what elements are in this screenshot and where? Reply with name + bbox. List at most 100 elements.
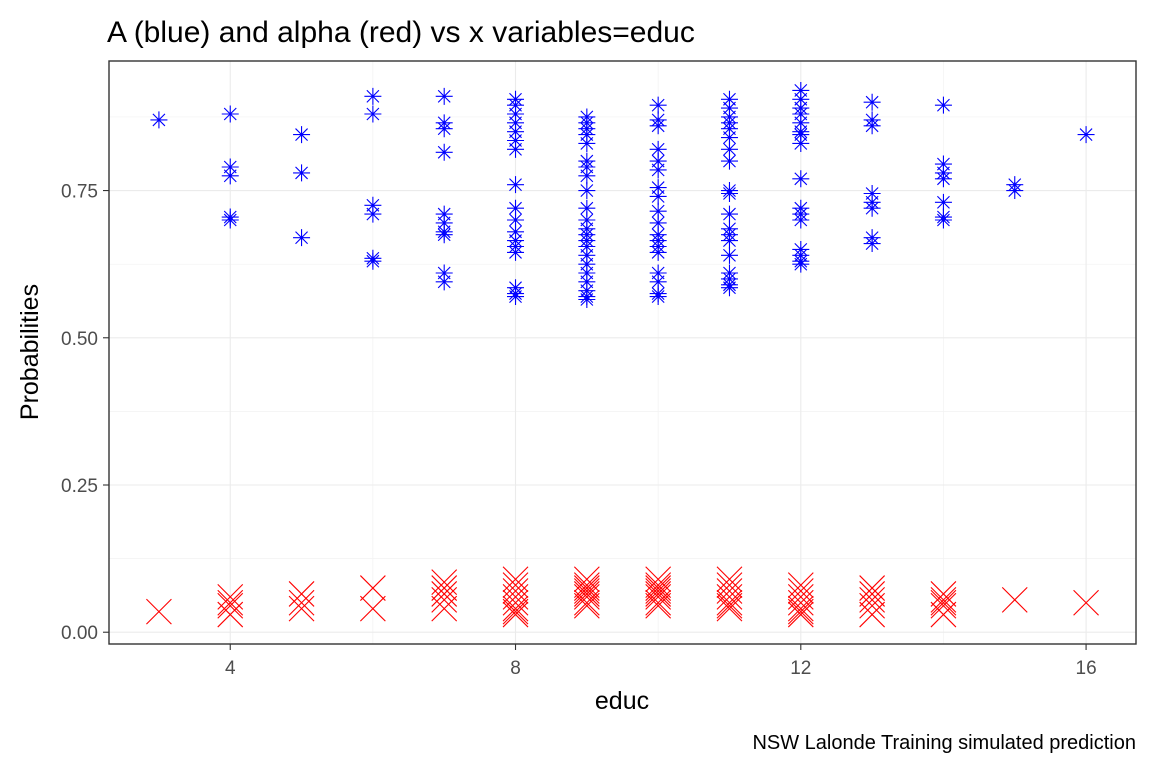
data-point (573, 578, 600, 604)
data-point (578, 291, 596, 308)
data-point (364, 205, 382, 223)
data-point (930, 589, 957, 616)
data-point (359, 595, 386, 622)
data-point (859, 586, 886, 613)
data-point (431, 581, 458, 607)
data-point (645, 575, 672, 601)
data-point (649, 187, 667, 205)
y-tick-label: 0.00 (61, 623, 98, 644)
data-point (645, 589, 672, 616)
data-point (649, 243, 667, 261)
series-blue-points (150, 81, 1095, 308)
data-point (435, 264, 453, 282)
series-red-points (146, 566, 1099, 628)
x-tick-label: 12 (790, 658, 811, 679)
data-point (507, 96, 525, 114)
data-point (146, 598, 172, 625)
data-point (507, 105, 525, 123)
data-point (507, 123, 525, 141)
data-point (435, 226, 453, 244)
data-point (649, 117, 667, 135)
data-point (792, 134, 810, 152)
data-point (578, 126, 596, 144)
data-point (649, 152, 667, 170)
data-point (502, 598, 529, 625)
data-point (502, 566, 529, 593)
data-point (930, 601, 957, 628)
data-point (502, 589, 529, 616)
data-point (502, 584, 529, 610)
data-point (792, 105, 810, 123)
data-point (293, 164, 311, 182)
data-point (502, 601, 529, 628)
data-point (221, 211, 239, 229)
data-point (720, 129, 738, 147)
x-tick-label: 4 (225, 658, 236, 679)
y-tick-label: 0.50 (61, 329, 98, 350)
data-point (507, 288, 525, 306)
data-point (863, 93, 881, 111)
data-point (787, 589, 814, 616)
data-point (578, 238, 596, 255)
data-point (431, 595, 458, 622)
data-point (217, 584, 244, 610)
data-point (578, 246, 596, 264)
data-point (578, 134, 596, 152)
chart-caption: NSW Lalonde Training simulated predictio… (752, 732, 1136, 754)
data-point (1006, 182, 1024, 200)
data-point (573, 575, 600, 601)
data-point (649, 288, 667, 306)
data-point (863, 199, 881, 217)
y-tick-label: 0.25 (61, 476, 98, 497)
data-point (150, 111, 168, 129)
data-point (578, 158, 596, 176)
data-point (792, 114, 810, 132)
data-point (787, 601, 814, 628)
data-point (720, 232, 738, 250)
data-point (578, 182, 596, 200)
data-point (578, 273, 596, 291)
data-point (859, 581, 886, 607)
data-point (720, 90, 738, 108)
data-point (787, 578, 814, 604)
data-point (859, 592, 886, 619)
minor-gridlines (109, 61, 1136, 644)
data-point (649, 273, 667, 291)
data-point (859, 601, 886, 628)
data-point (507, 132, 525, 149)
data-point (364, 196, 382, 214)
data-point (716, 566, 743, 593)
data-point (787, 595, 814, 622)
data-point (934, 155, 952, 173)
data-point (1001, 586, 1028, 613)
data-point (217, 601, 244, 628)
data-point (435, 120, 453, 138)
data-point (645, 572, 672, 598)
data-point (1073, 589, 1099, 616)
data-point (645, 566, 672, 593)
data-point (720, 140, 738, 158)
data-point (573, 572, 600, 598)
data-point (720, 185, 738, 202)
major-gridlines (109, 61, 1136, 644)
data-point (364, 105, 382, 123)
data-point (293, 126, 311, 144)
chart-title: A (blue) and alpha (red) vs x variables=… (107, 16, 695, 49)
data-point (649, 202, 667, 220)
data-point (435, 87, 453, 105)
data-point (364, 87, 382, 105)
data-point (359, 575, 386, 601)
data-point (573, 592, 600, 619)
data-point (934, 211, 952, 229)
data-point (792, 211, 810, 229)
data-point (578, 264, 596, 282)
data-point (649, 140, 667, 158)
data-point (645, 584, 672, 610)
data-point (863, 235, 881, 253)
data-point (578, 211, 596, 229)
data-point (217, 589, 244, 616)
data-point (288, 595, 315, 622)
data-point (649, 214, 667, 232)
data-point (217, 592, 244, 619)
